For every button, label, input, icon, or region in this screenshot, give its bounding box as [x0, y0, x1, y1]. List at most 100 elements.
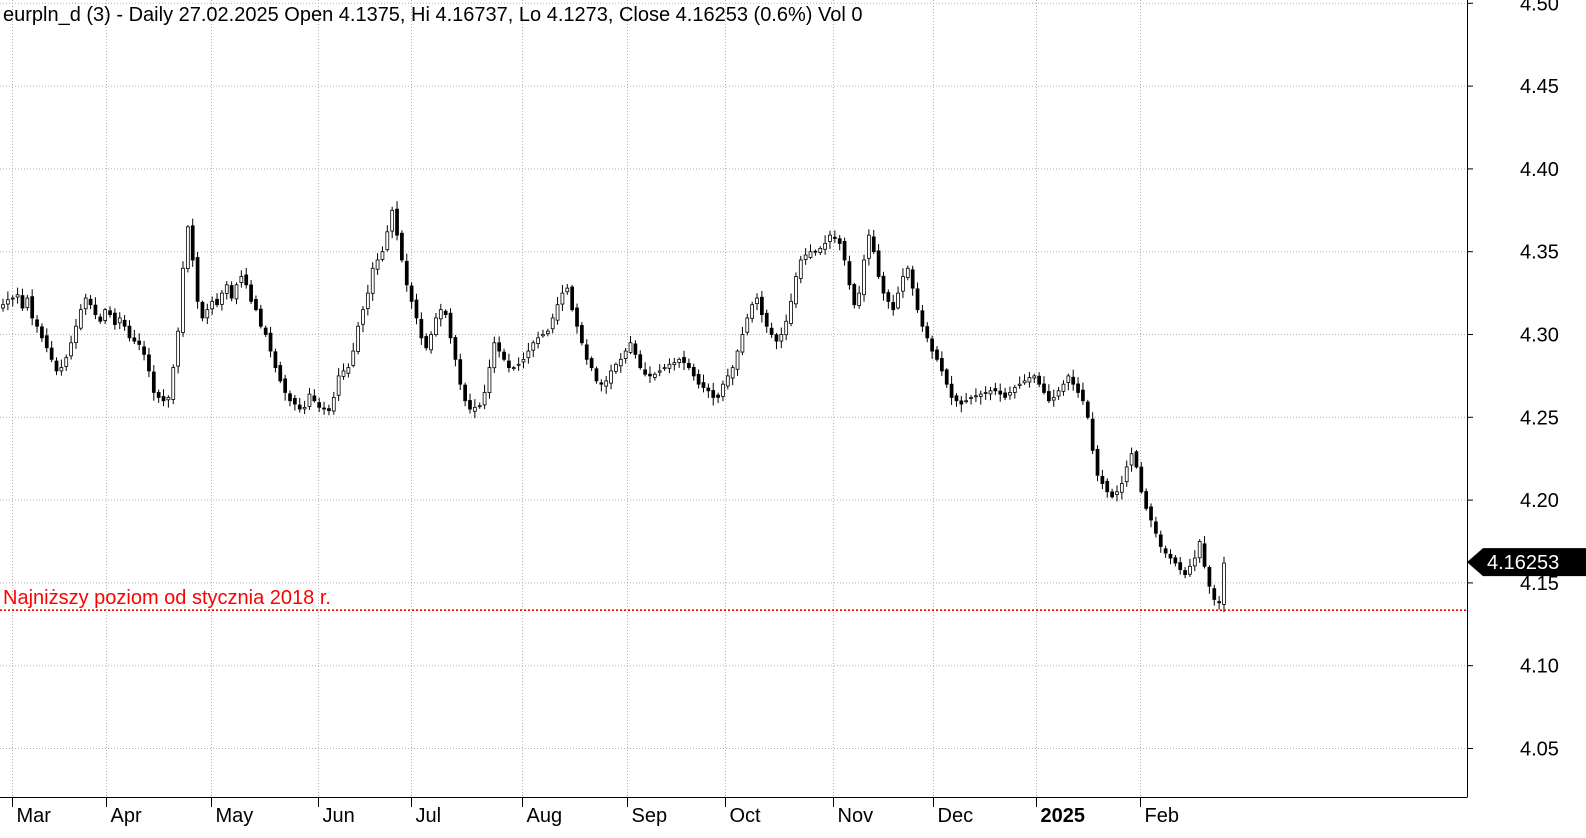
candle	[521, 352, 526, 369]
candle	[925, 322, 930, 343]
candle-body	[769, 327, 774, 335]
candle	[263, 325, 268, 337]
support-level-label: Najniższy poziom od stycznia 2018 r.	[3, 587, 331, 609]
candle-body	[969, 397, 973, 399]
candle-body	[939, 358, 944, 372]
candle	[414, 293, 419, 325]
candle	[789, 293, 793, 327]
candle-body	[341, 370, 346, 377]
candle-body	[15, 294, 20, 298]
candle	[954, 393, 959, 407]
candle	[108, 306, 112, 318]
candle	[1027, 372, 1032, 388]
candle	[1124, 460, 1129, 487]
candle-body	[1168, 553, 1173, 559]
candle	[730, 365, 735, 386]
candle	[1051, 389, 1056, 407]
candle	[210, 296, 215, 315]
candle	[69, 335, 73, 360]
candle	[944, 368, 949, 388]
candle	[190, 218, 195, 267]
candle	[1100, 469, 1105, 490]
candle	[978, 390, 983, 405]
candle	[1119, 475, 1124, 500]
candle-body	[502, 351, 506, 360]
candles-group	[1, 201, 1226, 612]
candle	[117, 312, 122, 330]
candle-body	[808, 251, 813, 258]
candle-body	[832, 236, 837, 239]
candle-body	[278, 365, 283, 382]
candle	[93, 297, 98, 320]
candle	[88, 295, 93, 310]
candle-body	[550, 317, 555, 330]
candle-body	[312, 395, 317, 402]
candle-body	[492, 342, 497, 369]
candle-body	[64, 357, 69, 367]
candle	[15, 287, 20, 304]
candle-body	[229, 285, 234, 299]
candle	[930, 335, 934, 359]
x-tick-label: Dec	[938, 805, 974, 827]
candle-body	[1047, 391, 1051, 402]
candle	[229, 281, 234, 302]
candle-body	[385, 231, 390, 251]
candle-body	[171, 367, 176, 400]
candle-body	[507, 360, 511, 369]
candle	[896, 286, 900, 310]
candle	[1188, 558, 1192, 577]
candle-body	[10, 297, 15, 300]
candle	[837, 235, 842, 251]
candle-body	[400, 232, 404, 261]
candle-body	[614, 363, 618, 372]
candle	[468, 393, 472, 414]
candle-body	[852, 284, 857, 306]
candle	[1110, 488, 1114, 499]
candle-body	[205, 309, 210, 319]
candle	[580, 322, 584, 346]
candle-body	[1, 304, 5, 309]
candle-body	[511, 367, 516, 370]
candle-body	[604, 380, 609, 387]
candle	[234, 282, 239, 305]
candle-body	[993, 388, 998, 392]
candle	[44, 328, 49, 353]
candle-body	[127, 325, 132, 339]
candle-body	[234, 284, 239, 300]
candle-body	[1192, 557, 1197, 567]
candle-body	[307, 393, 312, 407]
candle-body	[98, 316, 103, 322]
last-price-badge	[1467, 548, 1586, 577]
candle-body	[482, 392, 487, 406]
candle	[1008, 386, 1012, 400]
candle-body	[580, 325, 584, 344]
candle-body	[828, 234, 832, 242]
candle	[419, 312, 424, 345]
candle-body	[249, 284, 253, 302]
candle	[40, 323, 44, 342]
candle-body	[297, 404, 302, 410]
candle	[181, 261, 185, 337]
candle	[6, 291, 10, 311]
y-tick-label: 4.50	[1520, 0, 1559, 15]
candle	[1173, 555, 1178, 567]
candle	[20, 288, 25, 311]
candle-body	[419, 319, 424, 339]
candle	[283, 374, 288, 401]
candle-body	[317, 402, 322, 408]
candle-body	[1012, 387, 1017, 393]
candle	[803, 248, 808, 265]
candle	[1032, 373, 1037, 384]
candle	[638, 350, 643, 370]
candle-body	[361, 309, 365, 325]
candle-body	[429, 334, 433, 351]
candle-body	[273, 351, 278, 369]
candle-body	[1202, 543, 1207, 567]
candle	[185, 225, 190, 273]
candle	[302, 400, 307, 415]
candle	[1134, 450, 1139, 469]
candle-body	[30, 296, 35, 319]
candle	[633, 340, 638, 359]
candle	[1129, 447, 1134, 472]
last-price-label: 4.16253	[1487, 552, 1559, 574]
